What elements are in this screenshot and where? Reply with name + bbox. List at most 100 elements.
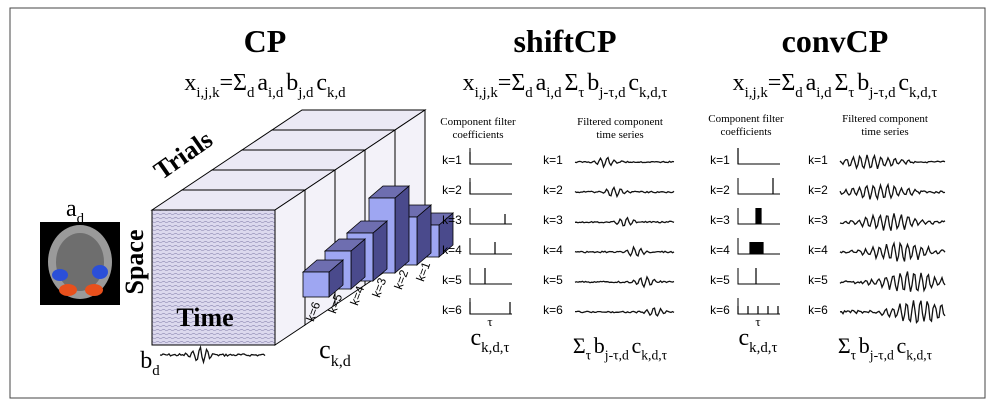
row-label: k=1 <box>442 153 462 167</box>
formula-base: c <box>739 325 750 351</box>
row-label: k=4 <box>710 243 730 257</box>
formula-sub: j,d <box>297 85 314 101</box>
formula-base: =Σ <box>220 70 248 96</box>
formula-base: x <box>733 70 745 96</box>
formula-sub: d <box>152 363 160 379</box>
formula-sub: τ <box>851 348 857 363</box>
time-series <box>840 213 945 230</box>
formula: ck,d,τ <box>471 325 510 356</box>
row-label: k=2 <box>442 183 462 197</box>
figure: CPxi,j,k=Σdai,dbj,dck,dshiftCPxi,j,k=Σda… <box>0 0 993 401</box>
formula-base: c <box>628 70 639 96</box>
column-header: Filtered component <box>577 116 663 128</box>
formula-sub: i,j,k <box>196 85 220 101</box>
formula-base: b <box>857 70 869 96</box>
row-label: k=2 <box>543 183 563 197</box>
formula-base: a <box>66 196 77 222</box>
column-header: coefficients <box>720 126 771 138</box>
time-series <box>575 158 674 167</box>
formula-sub: i,d <box>816 85 832 101</box>
formula-base: c <box>319 335 331 364</box>
formula-base: b <box>140 348 152 374</box>
time-series <box>160 347 265 362</box>
formula-sub: k,d,τ <box>909 85 937 101</box>
formula: ck,d <box>319 335 351 370</box>
formula-base: =Σ <box>768 70 796 96</box>
filter-axis <box>470 208 512 224</box>
formula-sub: j-τ,d <box>604 348 629 363</box>
formula-base: Σ <box>564 70 578 96</box>
row-label: k=4 <box>543 243 563 257</box>
filter-axis <box>738 268 780 284</box>
tau-label: τ <box>755 314 760 329</box>
formula: ck,d,τ <box>739 325 778 356</box>
formula-sub: d <box>77 211 85 227</box>
formula: bd <box>140 348 160 379</box>
formula-base: b <box>594 333 605 358</box>
panel-title: convCP <box>782 23 889 59</box>
column-header: coefficients <box>452 129 503 141</box>
formula-base: Σ <box>838 333 851 358</box>
formula-base: c <box>631 333 641 358</box>
filter-axis <box>470 298 512 314</box>
blob <box>85 284 103 296</box>
filter-axis <box>738 178 780 194</box>
row-label: k=6 <box>543 303 563 317</box>
bar-side <box>395 186 409 273</box>
blob <box>92 265 108 279</box>
row-label: k=5 <box>543 273 563 287</box>
row-label: k=3 <box>710 213 730 227</box>
formula: Στbj-τ,dck,d,τ <box>838 333 933 363</box>
column-header: time series <box>861 126 908 138</box>
formula-sub: j-τ,d <box>598 85 626 101</box>
formula-sub: k,d <box>331 353 351 370</box>
time-series <box>575 277 674 287</box>
formula: xi,j,k=Σdai,dΣτbj-τ,dck,d,τ <box>733 70 938 101</box>
filter-axis <box>738 298 780 314</box>
formula-sub: k,d,τ <box>906 348 932 363</box>
axis-label: Time <box>176 303 233 332</box>
row-label: k=3 <box>543 213 563 227</box>
time-series <box>840 243 945 261</box>
formula-sub: k,d,τ <box>481 340 509 356</box>
column-header: Filtered component <box>842 113 928 125</box>
column-header: Component filter <box>708 113 784 125</box>
row-label: k=3 <box>808 213 828 227</box>
slice-side <box>275 190 305 345</box>
formula-sub: j-τ,d <box>869 348 894 363</box>
formula-sub: k,d,τ <box>749 340 777 356</box>
formula-sub: k,d,τ <box>641 348 667 363</box>
time-series <box>840 185 945 200</box>
brain-inner <box>56 233 104 291</box>
formula-sub: k,d <box>327 85 346 101</box>
blob <box>59 284 77 296</box>
row-label: k=6 <box>808 303 828 317</box>
formula-sub: d <box>795 85 803 101</box>
formula-base: x <box>463 70 475 96</box>
formula-sub: d <box>525 85 533 101</box>
row-label: k=6 <box>442 303 462 317</box>
blob <box>52 269 68 281</box>
formula-sub: k,d,τ <box>639 85 667 101</box>
time-series <box>840 155 945 169</box>
formula-base: a <box>257 70 268 96</box>
formula-sub: i,j,k <box>745 85 769 101</box>
filter-axis <box>738 148 780 164</box>
column-header: time series <box>596 129 643 141</box>
panel-title: shiftCP <box>513 23 616 59</box>
axis-label: Space <box>120 230 149 295</box>
tau-label: τ <box>487 314 492 329</box>
bar-front <box>303 272 329 297</box>
page: CPxi,j,k=Σdai,dbj,dck,dshiftCPxi,j,k=Σda… <box>0 0 993 401</box>
formula-sub: j-τ,d <box>868 85 896 101</box>
time-series <box>575 308 674 316</box>
row-label: k=5 <box>808 273 828 287</box>
column-header: Component filter <box>440 116 516 128</box>
row-label: k=2 <box>808 183 828 197</box>
row-label: k=1 <box>710 153 730 167</box>
formula-base: a <box>806 70 817 96</box>
formula-sub: τ <box>586 348 592 363</box>
time-series <box>575 247 674 256</box>
